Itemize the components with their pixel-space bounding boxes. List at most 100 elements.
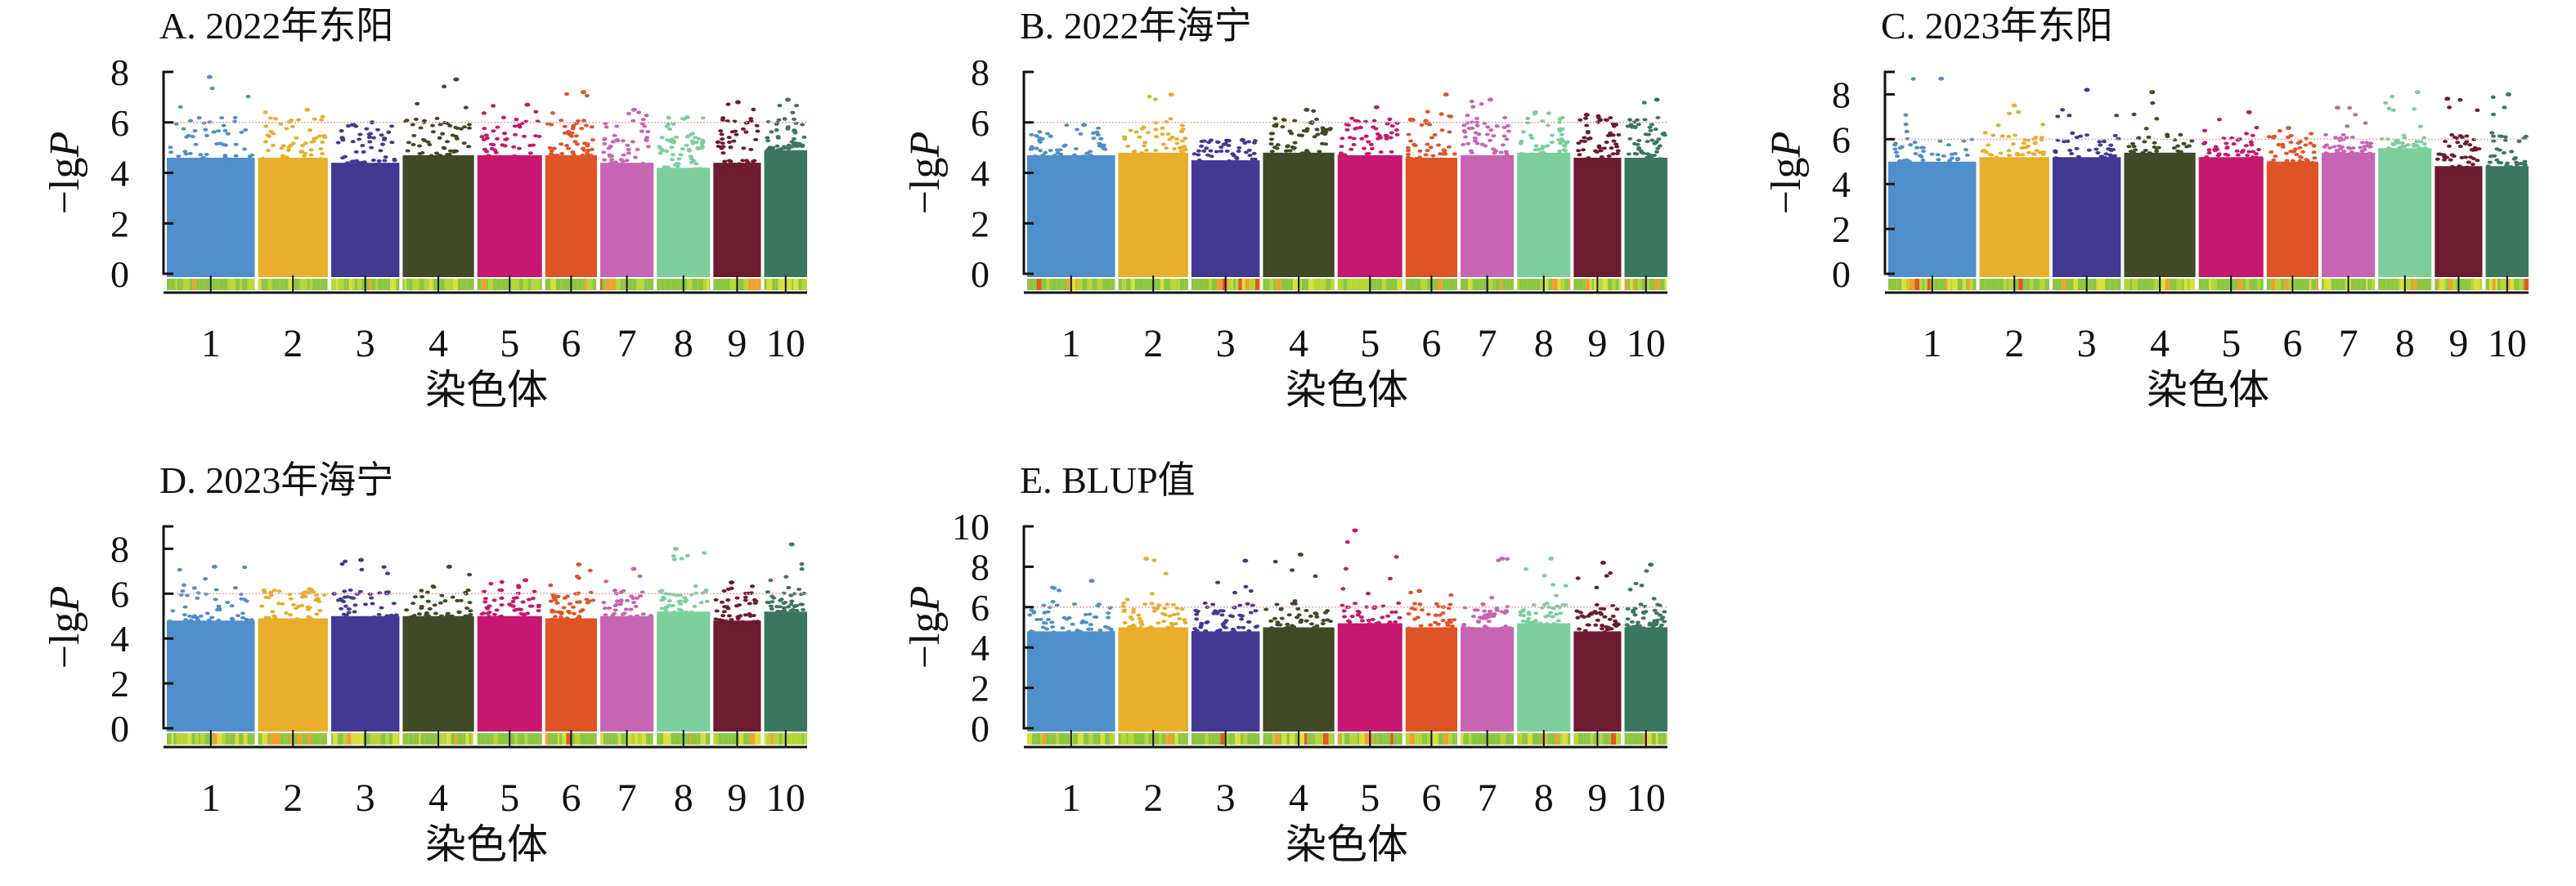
snp-density-cell [1951,279,1958,290]
snp-point [485,606,491,611]
snp-point [1657,613,1663,617]
snp-point [1557,150,1563,154]
snp-point [1205,635,1210,639]
snp-point [2107,153,2113,157]
snp-point [618,599,624,604]
snp-point [776,118,782,122]
snp-point [2464,134,2470,138]
snp-point [1563,603,1568,607]
snp-point [571,152,577,156]
snp-point [1517,157,1523,161]
snp-point [1561,143,1567,147]
snp-point [1285,622,1290,626]
snp-point [338,597,343,601]
snp-point [223,163,229,167]
snp-density-cell [247,733,252,745]
snp-point [1064,123,1070,128]
chromosome-block-2 [1118,627,1188,732]
snp-point [1540,146,1546,150]
snp-density-cell [1617,279,1619,290]
snp-point [1557,129,1563,133]
snp-point [2311,150,2317,154]
snp-point [173,161,179,165]
snp-point [576,575,581,580]
snp-point [1613,123,1619,127]
snp-density-cell [2500,279,2505,290]
snp-point [1281,118,1287,122]
snp-point [1558,611,1564,615]
snp-point [2037,150,2043,154]
snp-point [586,161,591,165]
snp-point [1897,145,1903,150]
snp-point [608,160,614,164]
snp-point [693,584,698,588]
snp-point [405,149,411,153]
snp-point [2449,153,2455,157]
snp-density-cell [2058,279,2062,290]
x-tick-label: 3 [1216,776,1236,820]
snp-point [1595,114,1601,119]
snp-point [301,163,307,167]
snp-point [1246,140,1252,144]
snp-point [1542,154,1547,159]
snp-density-cell [532,733,536,745]
snp-density-cell [360,733,362,745]
snp-point [1087,612,1093,616]
snp-point [220,142,226,146]
snp-density-cell [1361,279,1366,290]
snp-point [1652,608,1658,612]
snp-point [204,623,209,627]
snp-point [676,615,682,619]
snp-density-cell [2372,279,2376,290]
snp-point [1164,146,1169,150]
snp-point [1589,158,1595,162]
snp-point [1468,160,1474,164]
snp-point [1943,164,1949,168]
snp-point [581,148,587,152]
snp-point [454,618,460,622]
snp-point [1268,626,1274,630]
snp-point [1405,152,1411,156]
chromosome-block-7 [600,163,654,277]
snp-point [369,596,375,600]
snp-point [673,173,679,177]
snp-density-cell [1950,279,1952,290]
snp-point [1916,162,1922,166]
snp-point [566,610,572,614]
snp-point [1537,158,1542,162]
snp-point [390,168,396,172]
snp-point [700,116,706,120]
snp-point [1658,617,1664,621]
snp-point [236,614,241,618]
snp-point [2504,167,2510,171]
snp-point [1248,611,1254,615]
snp-density-cell [1477,733,1483,745]
snp-point [1338,625,1344,629]
snp-density-cell [1383,733,1387,745]
snp-point [1500,143,1506,147]
snp-point [1199,144,1205,148]
snp-point [1537,154,1543,159]
y-axis-label-variable: P [42,586,88,613]
snp-density-cell [2124,279,2130,290]
snp-point [1177,616,1183,620]
snp-density-cell [167,279,171,290]
snp-point [793,103,799,108]
snp-point [518,161,523,165]
snp-point [1557,605,1563,610]
snp-point [391,602,397,606]
snp-density-cell [408,279,413,290]
snp-point [1048,160,1054,164]
snp-point [341,612,347,616]
snp-density-cell [343,279,347,290]
snp-density-cell [1161,733,1166,745]
snp-point [1582,136,1587,140]
snp-point [666,116,671,120]
snp-point [1479,629,1485,633]
snp-point [1582,615,1587,619]
snp-point [779,610,785,614]
snp-density-cell [502,733,507,745]
snp-point [1027,160,1033,164]
snp-point [1555,619,1561,623]
